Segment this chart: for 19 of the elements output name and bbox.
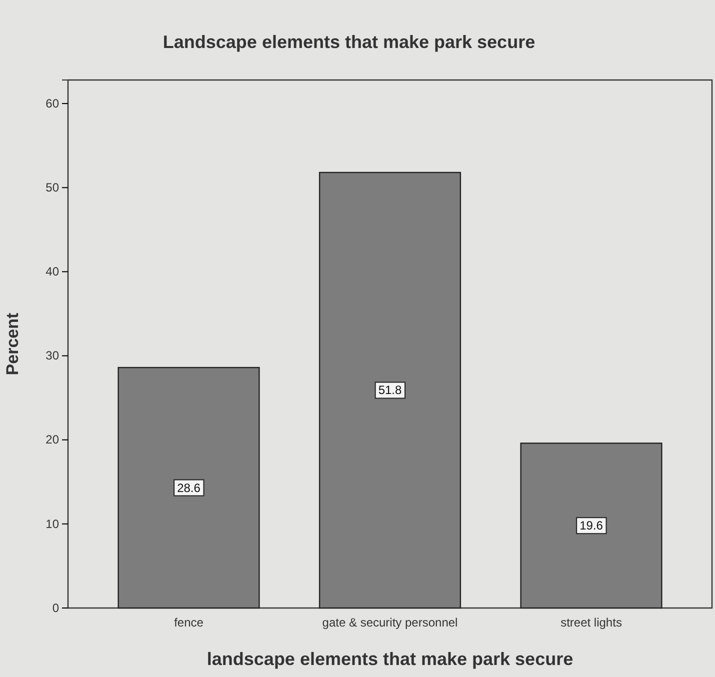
data-label: 28.6 [177, 480, 201, 495]
y-tick-label: 50 [46, 180, 60, 194]
y-tick-label: 40 [46, 264, 60, 279]
data-label: 19.6 [580, 518, 604, 533]
y-tick-label: 60 [46, 96, 60, 110]
x-tick-label: fence [174, 616, 204, 630]
bar [118, 366, 260, 609]
y-tick-label: 0 [52, 600, 60, 615]
bar [318, 172, 462, 609]
x-axis-title: landscape elements that make park secure [206, 649, 574, 669]
chart-title: Landscape elements that make park secure [162, 32, 536, 52]
y-tick-label: 10 [46, 516, 60, 531]
x-tick-label: gate & security personnel [322, 616, 458, 630]
x-tick-label: street lights [560, 616, 622, 630]
y-tick-label: 20 [46, 432, 60, 447]
bar [520, 442, 662, 609]
data-label: 51.8 [378, 383, 402, 398]
y-tick-label: 30 [46, 348, 60, 363]
y-axis-title: Percent [3, 312, 22, 376]
